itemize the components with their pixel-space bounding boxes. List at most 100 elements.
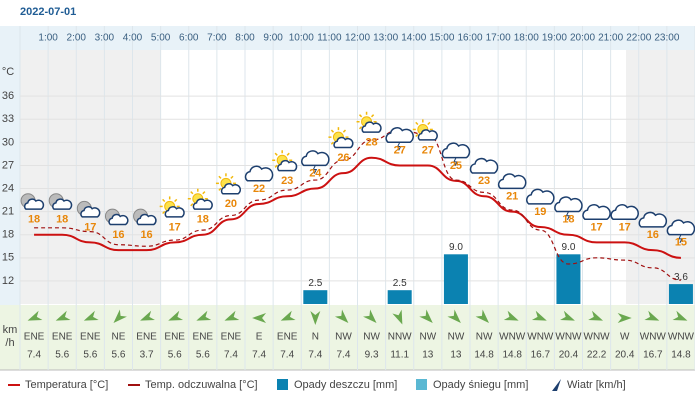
wind-speed: 7.4 (308, 350, 322, 361)
legend-label: Opady deszczu [mm] (294, 379, 397, 391)
wind-arrow (560, 310, 575, 321)
wind-direction: NW (363, 332, 380, 343)
weather-icon (215, 173, 242, 195)
wind-arrow (224, 310, 240, 321)
axis-band (0, 50, 20, 370)
hour-label: 20:00 (570, 33, 595, 44)
legend-swatch (552, 379, 561, 391)
weather-icon (356, 111, 382, 133)
sun-ray (330, 141, 335, 145)
weather-icon (610, 204, 639, 220)
wind-arrow (83, 310, 99, 321)
wind-arrow (27, 310, 43, 321)
temp-label: 27 (394, 144, 406, 156)
wind-speed: 7.4 (280, 350, 294, 361)
sun-ray (218, 175, 222, 179)
wind-arrow (503, 310, 519, 321)
cloud (80, 206, 101, 218)
legend-label: Opady śniegu [mm] (433, 379, 528, 391)
sun-ray (274, 152, 278, 156)
y-tick-label: 15 (2, 252, 14, 264)
wind-arrow (310, 311, 321, 325)
bar-label: 2.5 (308, 278, 322, 289)
cloud (582, 204, 611, 220)
wind-direction: N (312, 332, 319, 343)
sun-ray (162, 210, 166, 215)
wind-arrow (392, 309, 403, 325)
cloud (220, 183, 242, 195)
wind-direction: ENE (193, 332, 214, 343)
cloud (441, 142, 471, 159)
wind-direction: NW (419, 332, 436, 343)
weather-icon (638, 211, 668, 228)
hour-label: 21:00 (598, 33, 623, 44)
temp-label: 21 (506, 191, 518, 203)
wind-arrow (280, 310, 296, 321)
hour-label: 9:00 (263, 33, 283, 44)
weather-icon (133, 208, 157, 226)
wind-arrow (419, 309, 433, 323)
temp-label: 24 (309, 167, 322, 179)
wind-arrow (252, 313, 267, 323)
weather-icon (412, 119, 438, 141)
wind-direction: NW (335, 332, 352, 343)
y-tick-label: 24 (2, 182, 14, 194)
cloud (666, 219, 695, 236)
wind-direction: WNW (499, 332, 526, 343)
sun-ray (174, 198, 178, 203)
cloud (554, 196, 583, 213)
wind-direction: WNW (584, 332, 611, 343)
y-tick-label: 36 (2, 90, 14, 102)
weather-icon (20, 193, 45, 210)
bar-label: 9.0 (561, 242, 575, 253)
hour-label: 8:00 (235, 33, 255, 44)
precip-bar (443, 254, 468, 304)
wind-speed: 13 (450, 350, 462, 361)
temp-label: 22 (253, 183, 265, 195)
wind-speed: 5.6 (111, 350, 125, 361)
sun-ray (190, 203, 194, 207)
cloud (301, 150, 330, 167)
bar-label: 9.0 (449, 242, 463, 253)
wind-arrow (196, 310, 212, 321)
legend-label: Temperatura [°C] (25, 379, 108, 391)
wind-speed: 5.6 (168, 350, 182, 361)
hour-label: 16:00 (457, 33, 482, 44)
wind-direction: ENE (164, 332, 185, 343)
bar-label: 2.5 (393, 278, 407, 289)
cloud (23, 198, 45, 210)
y-tick-label: 30 (2, 136, 14, 148)
temp-label: 16 (647, 229, 659, 241)
wind-arrow (55, 310, 71, 321)
wind-speed: 16.7 (643, 350, 663, 361)
cloud (192, 198, 213, 210)
bolt (678, 234, 683, 244)
hour-band (0, 26, 695, 50)
hour-label: 3:00 (95, 33, 115, 44)
wind-unit: /h (5, 337, 14, 349)
wind-arrow (475, 309, 490, 323)
wind-unit: km (3, 324, 18, 336)
hour-label: 10:00 (289, 33, 314, 44)
wind-speed: 5.6 (196, 350, 210, 361)
wind-direction: NW (476, 332, 493, 343)
cloud (417, 129, 438, 141)
wind-arrow (531, 310, 547, 321)
hour-label: 2:00 (67, 33, 87, 44)
bolt (565, 211, 571, 220)
hour-label: 5:00 (151, 33, 171, 44)
wind-arrow (447, 309, 461, 323)
temp-label: 23 (281, 175, 293, 187)
wind-direction: ENE (24, 332, 45, 343)
sun-ray (202, 191, 206, 195)
y-tick-label: 12 (2, 275, 14, 287)
y-tick-label: 18 (2, 229, 14, 241)
hour-label: 23:00 (654, 33, 679, 44)
hour-label: 13:00 (373, 33, 398, 44)
temp-label: 17 (169, 221, 181, 233)
hour-label: 15:00 (429, 33, 454, 44)
cloud (277, 159, 298, 172)
wind-direction: WNW (640, 332, 667, 343)
wind-direction: WNW (668, 332, 695, 343)
